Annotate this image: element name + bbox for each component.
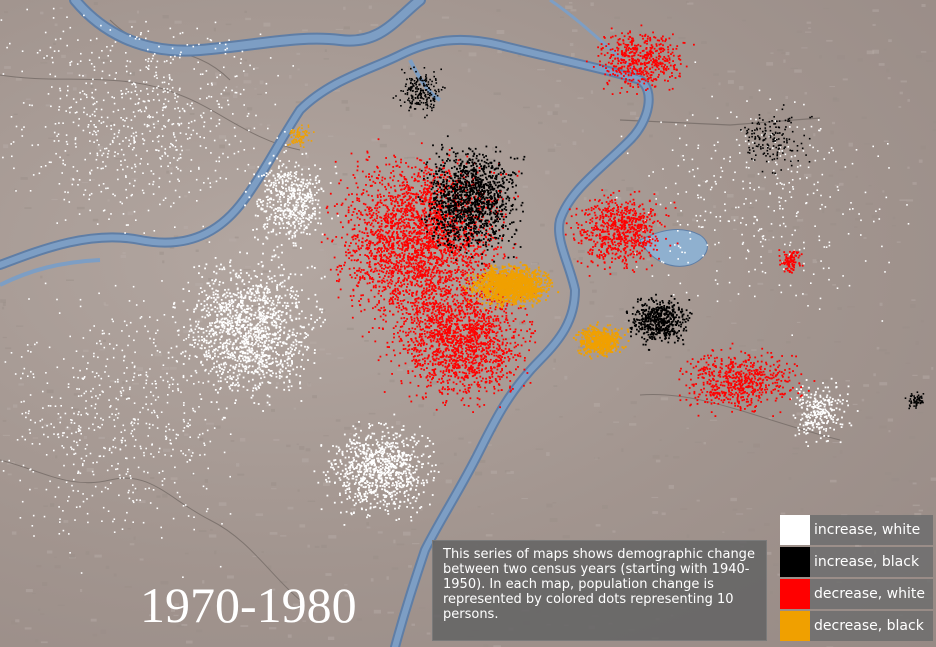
legend-item-decrease-white: decrease, white [780, 579, 933, 609]
legend-swatch [780, 547, 810, 577]
legend-swatch [780, 579, 810, 609]
legend-item-increase-black: increase, black [780, 547, 933, 577]
legend-swatch [780, 515, 810, 545]
period-label: 1970-1980 [140, 577, 357, 633]
legend-item-increase-white: increase, white [780, 515, 933, 545]
legend: increase, white increase, black decrease… [780, 515, 933, 643]
legend-label: increase, white [814, 522, 921, 538]
legend-label: decrease, white [814, 586, 925, 602]
legend-swatch [780, 611, 810, 641]
map-description: This series of maps shows demographic ch… [432, 540, 767, 641]
legend-label: decrease, black [814, 618, 924, 634]
legend-label: increase, black [814, 554, 920, 570]
population-change-dots [0, 7, 925, 578]
legend-item-decrease-black: decrease, black [780, 611, 933, 641]
